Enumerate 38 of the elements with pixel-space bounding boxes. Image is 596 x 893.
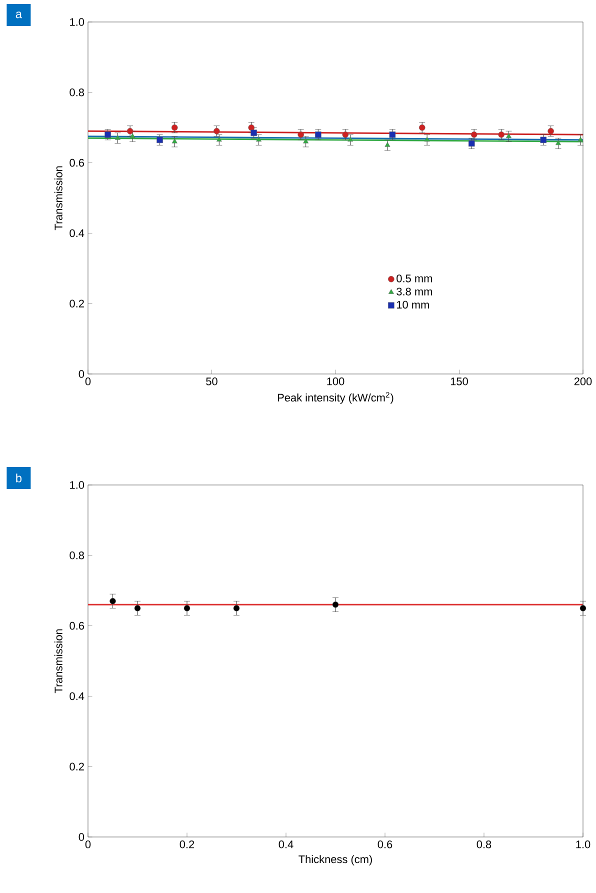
x-axis-title: Peak intensity (kW/cm$^{2}$) (278, 392, 394, 404)
point (134, 605, 141, 612)
text: a (16, 12, 22, 18)
y-tick-label: 0.8 (70, 88, 84, 96)
y-tick-label: 0.8 (70, 552, 84, 560)
x-tick-label: 100 (327, 378, 344, 386)
x-tick-label: 0.4 (278, 840, 294, 848)
legend-label: 3.8 mm (396, 288, 432, 296)
point (184, 605, 190, 612)
x-tick-label: 50 (206, 378, 218, 386)
y-axis-title: Transmission (54, 166, 62, 230)
x-tick-label: 0.8 (476, 840, 492, 848)
x-tick-label: 0 (85, 840, 91, 848)
y-tick-label: 0 (78, 833, 84, 841)
x-tick-label: 0 (85, 378, 91, 386)
y-axis-title: Transmission (54, 629, 62, 694)
y-tick-label: 0.6 (70, 158, 84, 167)
y-tick-label: 0.2 (70, 762, 84, 770)
x-tick-label: 200 (574, 378, 592, 386)
x-tick-label: 0.6 (378, 840, 392, 848)
y-tick-label: 0.4 (70, 229, 84, 238)
legend-label: 10 mm (396, 300, 429, 309)
x-tick-label: 150 (450, 378, 468, 386)
text: b (16, 474, 22, 482)
y-tick-label: 0.6 (70, 622, 84, 630)
legend-label: 0.5 mm (396, 274, 432, 282)
point (110, 598, 116, 604)
x-tick-label: 0.2 (180, 840, 194, 848)
x-axis-title: Thickness (cm) (298, 855, 372, 866)
y-tick-label: 1.0 (70, 481, 84, 489)
x-tick-label: 1.0 (576, 840, 590, 848)
y-tick-label: 1.0 (70, 18, 84, 26)
point (233, 605, 240, 612)
point (332, 602, 339, 608)
point (580, 605, 586, 612)
y-tick-label: 0.4 (70, 692, 84, 700)
y-tick-label: 0 (78, 370, 84, 378)
y-tick-label: 0.2 (70, 300, 84, 308)
